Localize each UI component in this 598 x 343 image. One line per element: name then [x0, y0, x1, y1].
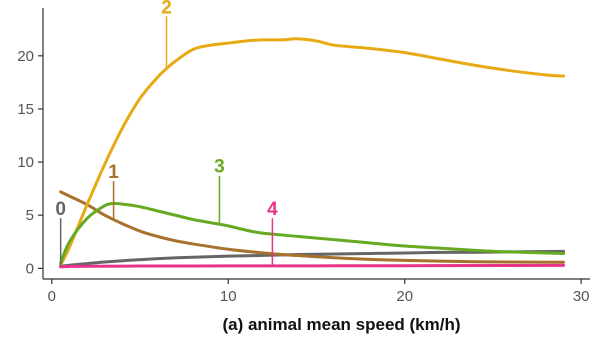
y-tick-label: 5 [26, 207, 34, 224]
series-line-0 [59, 249, 566, 268]
x-axis-title: (a) animal mean speed (km/h) [222, 315, 460, 334]
y-axis-ticks: 0 5 10 15 20 [17, 48, 43, 277]
series-label-0: 0 [55, 199, 66, 220]
series-label-4: 4 [267, 199, 278, 220]
x-tick-label: 30 [573, 288, 590, 305]
x-tick-label: 0 [48, 288, 56, 305]
series-label-2: 2 [161, 0, 172, 18]
y-tick-label: 20 [17, 48, 34, 65]
series-line-4 [59, 263, 566, 269]
y-tick-label: 15 [17, 101, 34, 118]
series-label-3: 3 [214, 157, 225, 178]
x-tick-label: 20 [396, 288, 413, 305]
series-label-1: 1 [108, 162, 119, 183]
x-axis-ticks: 0 10 20 30 [48, 279, 590, 305]
series-labels: 0 1 2 3 4 [55, 0, 278, 267]
axes [42, 8, 590, 280]
y-tick-label: 0 [26, 260, 34, 277]
x-tick-label: 10 [220, 288, 237, 305]
series-line-2 [59, 37, 566, 267]
series-line-1 [59, 190, 566, 264]
y-tick-label: 10 [17, 154, 34, 171]
series-lines [59, 37, 566, 269]
